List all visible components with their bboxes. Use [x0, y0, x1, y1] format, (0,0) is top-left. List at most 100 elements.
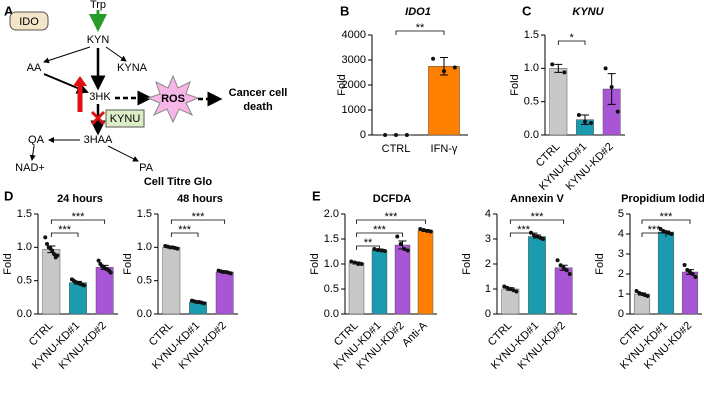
data-point [356, 262, 361, 266]
y-tick-label: 0.0 [17, 308, 32, 320]
node: ROS [161, 93, 185, 105]
data-point [609, 85, 614, 89]
data-point [531, 233, 536, 238]
data-point [589, 121, 594, 125]
chart-title: Annexin V [510, 193, 564, 205]
significance-bracket [641, 232, 667, 237]
significance-bracket [509, 219, 565, 224]
chart-title: IDO1 [405, 6, 431, 18]
data-point [564, 268, 569, 273]
significance-bracket [395, 30, 445, 35]
data-point [421, 228, 426, 232]
significance-label: *** [58, 224, 72, 236]
data-point [576, 113, 581, 117]
chart-title: 48 hours [177, 193, 223, 205]
y-tick-label: 4 [618, 228, 624, 240]
data-point [514, 289, 519, 294]
y-tick-label: 4 [485, 208, 491, 220]
y-tick-label: 1.5 [17, 208, 32, 220]
y-tick-label: 4000 [342, 29, 366, 41]
data-point [505, 285, 510, 290]
node: QA [28, 134, 45, 146]
chart-title: 24 hours [57, 193, 103, 205]
data-point [558, 263, 563, 268]
data-point [379, 248, 384, 253]
y-tick-label: 3 [618, 248, 624, 260]
data-point [550, 62, 555, 67]
node: KYNA [117, 62, 148, 74]
significance-label: ** [364, 237, 373, 249]
node: AA [27, 62, 42, 74]
kynu-box [105, 109, 145, 128]
data-point [541, 237, 546, 241]
data-point [96, 258, 101, 263]
y-tick-label: 2 [485, 258, 491, 270]
significance-label: *** [192, 211, 206, 223]
data-point [228, 271, 233, 276]
chart-panel: 48 hoursFold0.00.51.01.5CTRLKYNU-KD#1KYN… [122, 193, 238, 372]
chart-panel: D 24 hoursFold0.00.51.01.5CTRLKYNU-KD#1KY… [2, 188, 118, 372]
data-point [43, 235, 48, 240]
data-point [693, 275, 698, 279]
y-tick-label: 0 [618, 308, 624, 320]
node: 3HK [89, 91, 111, 103]
significance-label: *** [531, 211, 545, 223]
data-point [45, 242, 49, 246]
data-point [428, 229, 433, 234]
significance-label: *** [385, 211, 399, 223]
data-point [452, 65, 457, 70]
data-point [352, 260, 357, 265]
panel-label: A [4, 3, 14, 18]
chart-panel: Propidium IodideFold012345CTRLKYNU-KD#1K… [594, 193, 704, 372]
bar [417, 230, 434, 315]
data-point [82, 283, 87, 288]
chart-panel: B IDO1 Fold 0 1000 2000 3000 4000 CTRL IFN-γ ** [336, 3, 468, 155]
data-point [511, 288, 516, 293]
x-tick-label: Anti-A [400, 319, 430, 349]
significance-bracket [50, 219, 106, 224]
significance-label: * [570, 32, 575, 44]
data-point [431, 56, 436, 61]
data-point [442, 69, 446, 74]
y-axis-label: Fold [2, 253, 14, 274]
significance-bracket [170, 219, 226, 224]
arrow [29, 145, 36, 161]
y-tick-label: 0.0 [524, 129, 539, 141]
y-tick-label: 1.0 [524, 62, 539, 74]
bar [348, 262, 365, 315]
panel-label: E [312, 188, 321, 203]
y-tick-label: 0.5 [524, 96, 539, 108]
data-point [567, 272, 572, 276]
data-point [561, 265, 566, 270]
node: death [243, 101, 273, 113]
data-point [615, 109, 620, 114]
pathway-diagram: A IDO Trp KYN AA KYNA 3HK ROS Cancer cel… [4, 0, 287, 174]
significance-bracket [509, 232, 538, 237]
significance-bracket [170, 232, 199, 237]
data-point [405, 248, 410, 253]
data-point [508, 287, 513, 291]
significance-bracket [356, 245, 380, 250]
data-point [202, 301, 207, 306]
bar [371, 249, 388, 315]
chart-title: Propidium Iodide [621, 193, 704, 205]
data-point [175, 246, 180, 251]
bar [549, 68, 568, 136]
data-point [669, 232, 674, 236]
up-arrow-head [73, 76, 87, 86]
x-tick-label: IFN-γ [431, 143, 458, 155]
y-axis-label: Fold [336, 74, 348, 95]
y-tick-label: 3000 [342, 54, 366, 66]
arrow [43, 46, 91, 64]
significance-bracket [50, 232, 79, 237]
data-point [418, 227, 423, 231]
node: Cancer cell [229, 87, 288, 99]
data-point [402, 247, 407, 251]
chart-panel: C KYNUFold0.00.51.01.5CTRLKYNU-KD#1KYNU-K… [509, 3, 625, 193]
bar [394, 244, 411, 315]
y-tick-label: 1.5 [524, 29, 539, 41]
group-title: Cell Titre Glo [144, 176, 213, 188]
arrow [105, 46, 127, 62]
y-tick-label: 1.0 [137, 241, 152, 253]
error-bar [554, 63, 563, 73]
